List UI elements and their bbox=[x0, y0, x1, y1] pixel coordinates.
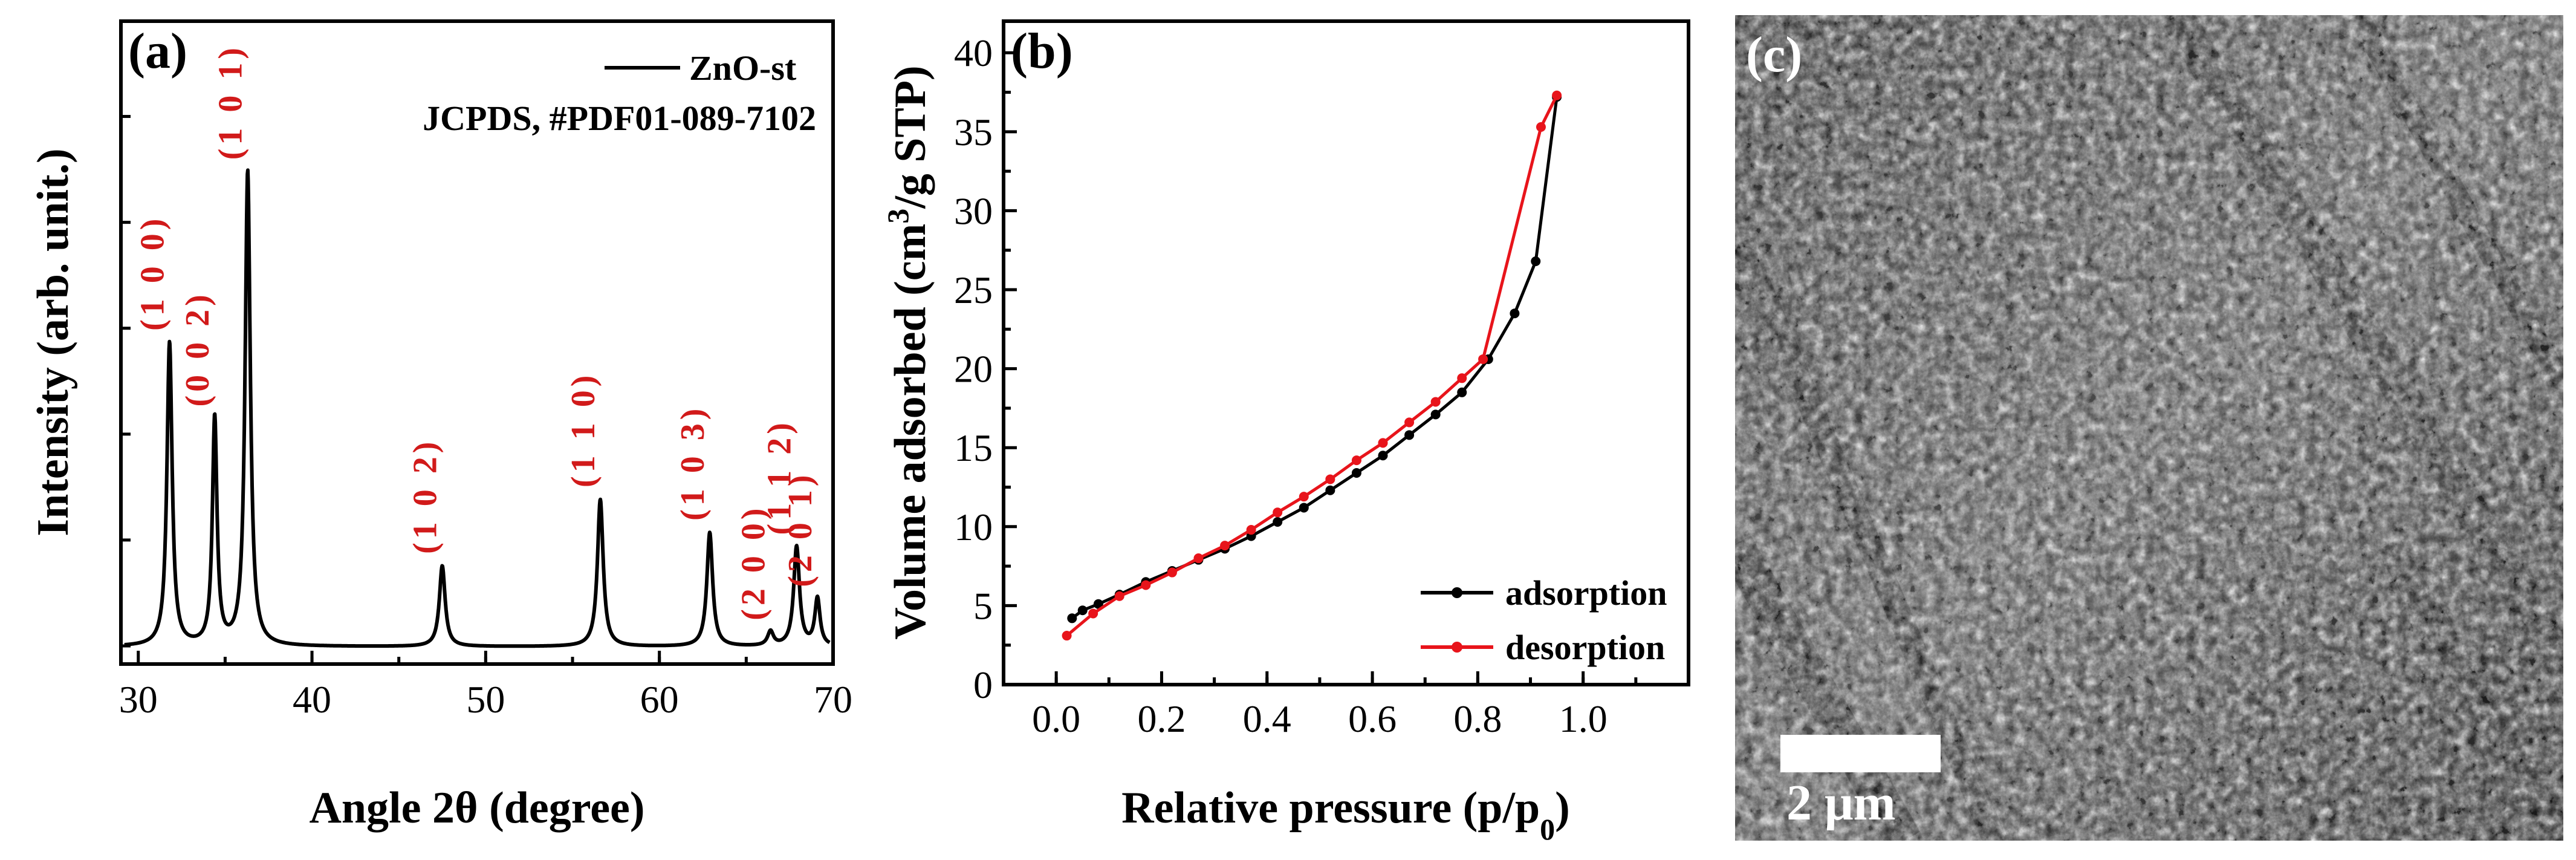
data-point-desorption bbox=[1457, 373, 1467, 383]
panel-b-xtick-label: 0.8 bbox=[1453, 697, 1502, 740]
series-desorption bbox=[1062, 90, 1562, 641]
panel-a-xtick-label: 50 bbox=[466, 678, 505, 721]
data-point-desorption bbox=[1088, 608, 1098, 619]
data-point-desorption bbox=[1114, 591, 1124, 601]
panel-a-xrd: 30 40 50 60 70 (1 0 0)(0 0 2)(1 0 1)(1 0 2)(… bbox=[28, 19, 852, 833]
panel-b-xtick-label: 1.0 bbox=[1559, 697, 1608, 740]
data-point-adsorption bbox=[1067, 613, 1077, 624]
data-point-adsorption bbox=[1378, 451, 1388, 461]
panel-b-ytick-label: 5 bbox=[973, 584, 993, 627]
data-point-desorption bbox=[1273, 507, 1283, 518]
panel-c-label: (c) bbox=[1746, 27, 1802, 83]
data-point-desorption bbox=[1325, 474, 1335, 484]
panel-a-legend-entry: ZnO-st bbox=[689, 48, 797, 88]
legend-adsorption-label: adsorption bbox=[1505, 573, 1667, 613]
panel-b-series bbox=[1062, 90, 1562, 641]
data-point-adsorption bbox=[1510, 308, 1520, 319]
panel-b-xtick-label: 0.6 bbox=[1348, 697, 1397, 740]
hkl-label: (2 0 1) bbox=[782, 472, 819, 587]
panel-b-ytick-label: 35 bbox=[954, 111, 993, 154]
panel-b-ytick-label: 25 bbox=[954, 269, 993, 311]
panel-a-xlabel: Angle 2θ (degree) bbox=[309, 783, 644, 833]
panel-a-hkl-labels: (1 0 0)(0 0 2) (1 0 1) (1 0 2) (1 1 0) (1 0 … bbox=[134, 44, 819, 621]
panel-a-xtick-label: 40 bbox=[293, 678, 331, 721]
hkl-label: (0 0 2) bbox=[179, 291, 216, 406]
data-point-adsorption bbox=[1299, 503, 1309, 513]
data-point-desorption bbox=[1378, 438, 1388, 448]
data-point-desorption bbox=[1062, 631, 1072, 641]
data-point-adsorption bbox=[1430, 409, 1441, 420]
legend-desorption-label: desorption bbox=[1505, 628, 1665, 667]
data-point-adsorption bbox=[1325, 485, 1335, 495]
data-point-desorption bbox=[1430, 397, 1441, 407]
data-point-desorption bbox=[1246, 525, 1256, 535]
hkl-label: (1 0 3) bbox=[674, 405, 712, 521]
data-point-desorption bbox=[1141, 580, 1151, 590]
data-point-adsorption bbox=[1273, 516, 1283, 527]
data-point-adsorption bbox=[1093, 599, 1103, 609]
hkl-label: (1 0 1) bbox=[212, 44, 250, 160]
legend-desorption-marker bbox=[1452, 642, 1462, 653]
panel-b-isotherm: 0.0 0.2 0.4 0.6 0.8 1.0 0 5 10 15 20 25 30 35 40 (b) a… bbox=[881, 19, 1690, 846]
panel-a-label: (a) bbox=[128, 23, 187, 79]
legend-adsorption-marker bbox=[1452, 587, 1462, 598]
data-point-desorption bbox=[1193, 553, 1204, 564]
panel-a-ticks: 30 40 50 60 70 bbox=[119, 115, 852, 721]
hkl-label: (1 1 0) bbox=[565, 372, 602, 487]
panel-b-ytick-label: 30 bbox=[954, 189, 993, 232]
data-point-desorption bbox=[1167, 567, 1177, 578]
panel-b-xtick-label: 0.2 bbox=[1137, 697, 1186, 740]
hkl-label: (2 0 0) bbox=[735, 504, 773, 620]
data-point-desorption bbox=[1220, 541, 1230, 551]
panel-b-ytick-label: 10 bbox=[954, 506, 993, 549]
hkl-label: (1 1 2) bbox=[761, 419, 799, 535]
scale-bar-label: 2 μm bbox=[1786, 775, 1896, 831]
panel-a-ylabel: Intensity (arb. unit.) bbox=[28, 148, 78, 536]
panel-b-xtick-label: 0.0 bbox=[1032, 697, 1080, 740]
data-point-desorption bbox=[1552, 90, 1562, 100]
panel-b-label: (b) bbox=[1011, 23, 1073, 79]
panel-a-xtick-label: 60 bbox=[640, 678, 679, 721]
data-point-adsorption bbox=[1404, 430, 1415, 440]
data-point-adsorption bbox=[1457, 387, 1467, 397]
panel-a-frame bbox=[119, 19, 835, 666]
hkl-label: (1 0 0) bbox=[134, 215, 171, 331]
hkl-label: (1 0 2) bbox=[407, 438, 444, 554]
data-point-desorption bbox=[1299, 492, 1309, 502]
panel-b-ytick-label: 20 bbox=[954, 348, 993, 391]
data-point-desorption bbox=[1404, 417, 1415, 428]
data-point-desorption bbox=[1351, 455, 1361, 466]
xrd-pattern-line bbox=[123, 168, 831, 648]
panel-b-ytick-label: 0 bbox=[973, 663, 993, 706]
scale-bar bbox=[1780, 735, 1941, 772]
sem-fine-texture bbox=[1735, 15, 2563, 841]
data-point-adsorption bbox=[1077, 605, 1088, 616]
data-point-adsorption bbox=[1351, 468, 1361, 478]
panel-b-ticks: 0.0 0.2 0.4 0.6 0.8 1.0 0 5 10 15 20 25 30 35 40 bbox=[954, 31, 1638, 740]
panel-b-ylabel: Volume adsorbed (cm3/g STP) bbox=[881, 65, 935, 639]
data-point-adsorption bbox=[1531, 256, 1541, 267]
panel-a-xtick-label: 30 bbox=[119, 678, 158, 721]
panel-b-xtick-label: 0.4 bbox=[1243, 697, 1291, 740]
panel-b-ytick-label: 15 bbox=[954, 426, 993, 469]
panel-a-xtick-label: 70 bbox=[814, 678, 852, 721]
panel-b-xlabel: Relative pressure (p/p0) bbox=[1121, 783, 1570, 846]
data-point-desorption bbox=[1536, 122, 1546, 132]
panel-b-frame bbox=[1002, 19, 1690, 686]
panel-c-sem-image: (c) 2 μm bbox=[1735, 15, 2563, 841]
data-point-desorption bbox=[1478, 354, 1488, 364]
panel-a-reference: JCPDS, #PDF01-089-7102 bbox=[423, 99, 816, 138]
panel-b-ytick-label: 40 bbox=[954, 31, 993, 74]
